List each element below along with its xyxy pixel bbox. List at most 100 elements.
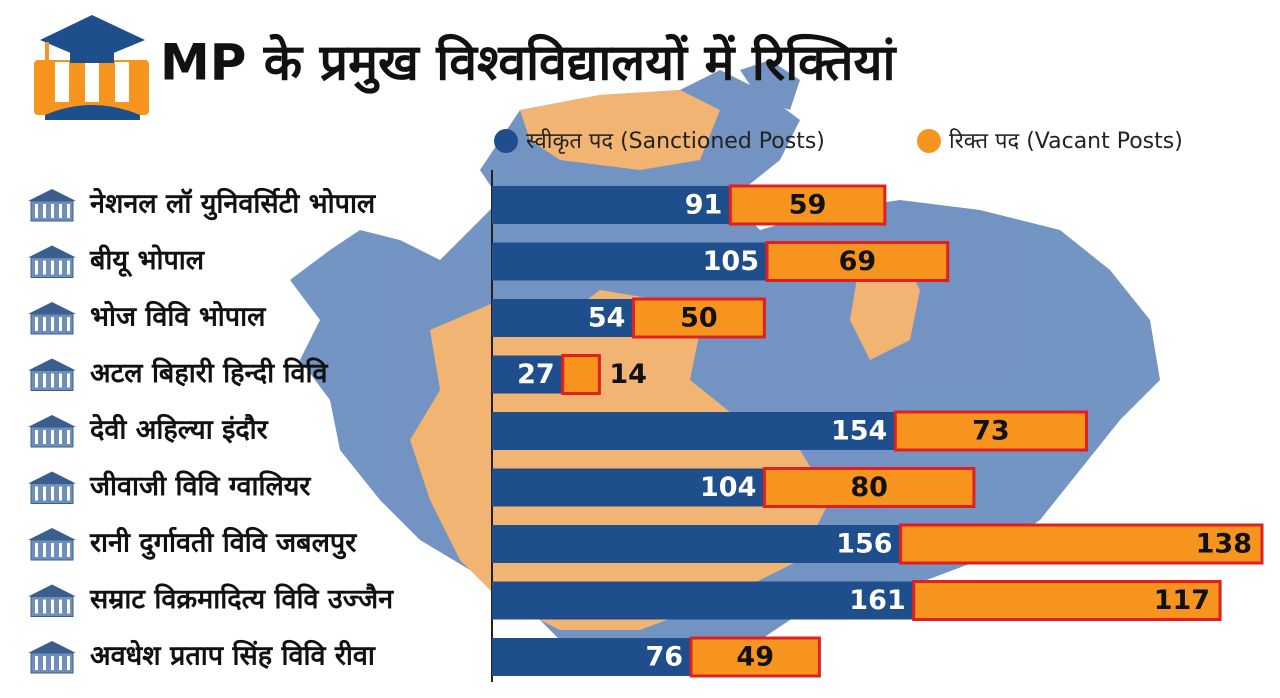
sanctioned-bar	[492, 299, 634, 337]
vacant-bar	[765, 241, 950, 282]
vacant-bar	[728, 184, 887, 226]
building-roof	[28, 189, 76, 201]
building-column	[43, 317, 46, 331]
building-column	[35, 599, 38, 614]
legend-label: रिक्त पद (Vacant Posts)	[949, 128, 1183, 154]
building-column	[35, 656, 38, 670]
category-label: अटल बिहारी हिन्दी विवि	[90, 357, 329, 389]
category-label: नेशनल लॉ युनिवर्सिटी भोपाल	[89, 188, 377, 221]
building-column	[43, 204, 46, 218]
value-label: 117	[1154, 585, 1210, 616]
building-icon	[28, 245, 76, 278]
legend-swatch	[494, 129, 518, 153]
vacant-bar	[689, 636, 821, 678]
building-icon	[28, 584, 76, 617]
building-column	[35, 430, 38, 444]
building-column	[59, 486, 62, 501]
building-column	[67, 656, 70, 670]
building-column	[59, 599, 62, 614]
category-label: बीयू भोपाल	[89, 244, 206, 278]
value-label: 138	[1196, 529, 1252, 560]
building-column	[35, 260, 38, 275]
building-column	[67, 317, 70, 331]
building-icon	[28, 302, 76, 335]
building-column	[59, 260, 62, 275]
building-column	[43, 430, 46, 444]
building-column	[67, 204, 70, 218]
category-label: अवधेश प्रताप सिंह विवि रीवा	[90, 640, 376, 672]
value-label: 59	[789, 190, 827, 221]
building-column	[51, 430, 54, 444]
building-roof	[28, 471, 76, 484]
category-label: सम्राट विक्रमादित्य विवि उज्जैन	[89, 583, 394, 615]
building-column	[67, 430, 70, 444]
building-column	[43, 543, 46, 557]
building-column	[51, 317, 54, 331]
vacant-bar	[893, 410, 1089, 452]
sanctioned-bar	[492, 355, 563, 394]
value-label: 161	[849, 585, 905, 616]
building-column	[43, 486, 46, 501]
sanctioned-bar	[492, 186, 731, 224]
building-column	[51, 656, 54, 670]
building-column	[59, 317, 62, 331]
building-column	[59, 373, 62, 388]
vacant-bar	[762, 467, 976, 508]
category-label: रानी दुर्गावती विवि जबलपुर	[89, 527, 357, 561]
building-column	[59, 430, 62, 444]
building-column	[51, 486, 54, 501]
sanctioned-bar	[492, 242, 767, 281]
sanctioned-bar	[492, 525, 901, 563]
logo-icon	[34, 15, 149, 120]
building-icon	[28, 528, 76, 561]
vacant-bar	[561, 354, 601, 395]
building-column	[43, 373, 46, 388]
legend-swatch	[917, 129, 941, 153]
building-roof	[28, 415, 76, 427]
building-column	[51, 543, 54, 557]
building-column	[67, 373, 70, 388]
sanctioned-bar	[492, 581, 914, 620]
value-label: 54	[588, 303, 626, 334]
value-label: 49	[736, 642, 774, 673]
category-label: देवी अहिल्या इंदौर	[89, 414, 269, 446]
building-icon	[28, 189, 76, 222]
sanctioned-bar	[492, 638, 692, 676]
value-label: 80	[850, 472, 888, 503]
vacant-bar	[912, 580, 1222, 621]
building-column	[67, 543, 70, 557]
building-column	[35, 204, 38, 218]
building-column	[67, 599, 70, 614]
vacant-bar	[899, 523, 1264, 565]
building-column	[35, 543, 38, 557]
sanctioned-bar	[492, 412, 896, 450]
building-roof	[28, 245, 76, 258]
building-roof	[28, 528, 76, 540]
building-icon	[28, 641, 76, 674]
value-label: 104	[700, 472, 756, 503]
value-label: 14	[609, 359, 647, 390]
category-label: जीवाजी विवि ग्वालियर	[89, 470, 311, 502]
chart-title: MP के प्रमुख विश्वविद्यालयों में रिक्तिय…	[160, 34, 897, 95]
building-roof	[28, 358, 76, 371]
sanctioned-bar	[492, 468, 765, 507]
value-label: 91	[685, 190, 723, 221]
building-column	[59, 204, 62, 218]
building-column	[67, 486, 70, 501]
building-roof	[28, 641, 76, 653]
value-label: 156	[836, 529, 892, 560]
building-roof	[28, 302, 76, 314]
building-icon	[28, 415, 76, 448]
building-roof	[28, 584, 76, 597]
building-icon	[28, 471, 76, 504]
category-label: भोज विवि भोपाल	[90, 301, 267, 333]
building-column	[35, 317, 38, 331]
value-label: 50	[680, 303, 718, 334]
building-column	[67, 260, 70, 275]
building-column	[35, 486, 38, 501]
vacant-bar	[631, 297, 766, 339]
building-column	[51, 373, 54, 388]
value-label: 27	[517, 359, 555, 390]
building-column	[59, 543, 62, 557]
